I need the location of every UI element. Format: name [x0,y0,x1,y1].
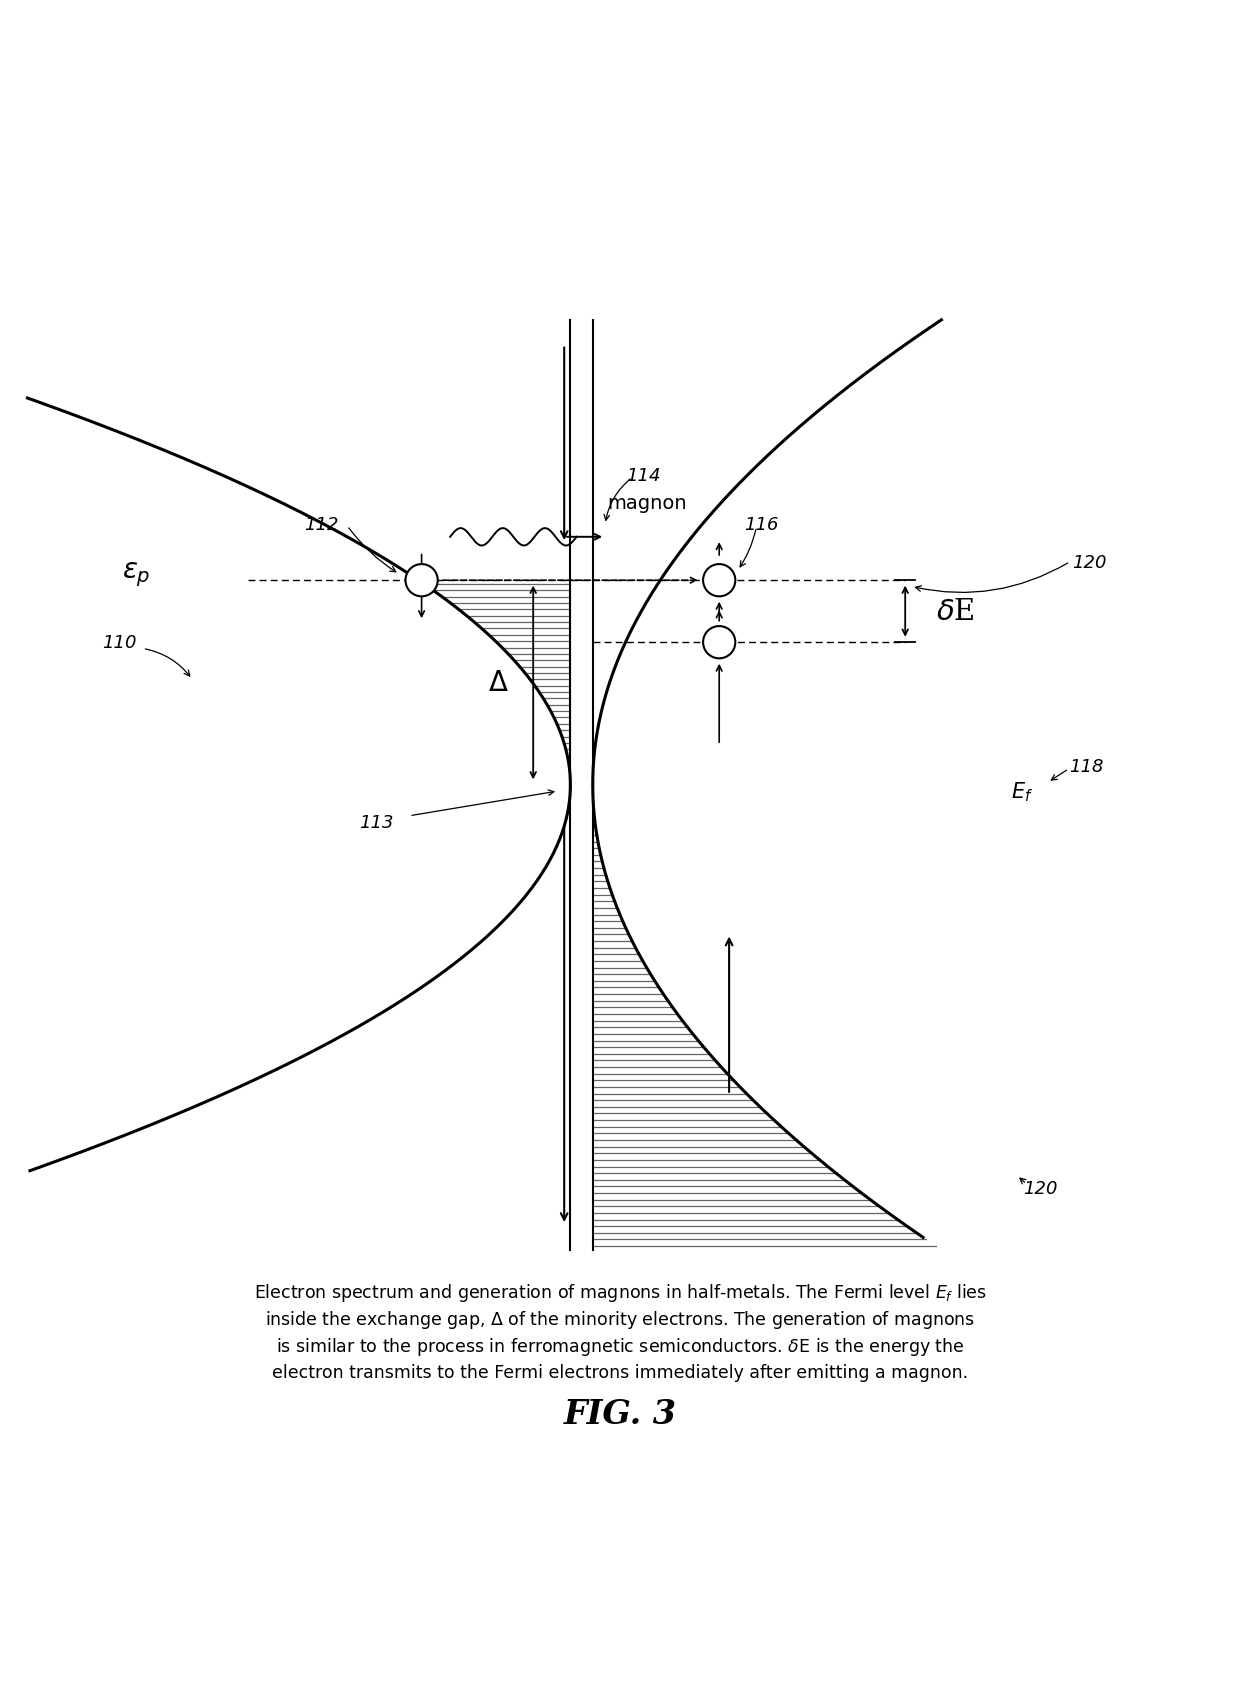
Text: 118: 118 [1069,758,1104,775]
Text: 112: 112 [304,516,339,534]
Text: is similar to the process in ferromagnetic semiconductors. $\delta$E is the ener: is similar to the process in ferromagnet… [275,1335,965,1357]
Text: 110: 110 [102,633,136,652]
Text: 114: 114 [626,466,661,485]
Text: Electron spectrum and generation of magnons in half-metals. The Fermi level $E_f: Electron spectrum and generation of magn… [253,1280,987,1302]
Text: $\delta$E: $\delta$E [936,597,975,626]
Text: inside the exchange gap, $\Delta$ of the minority electrons. The generation of m: inside the exchange gap, $\Delta$ of the… [265,1308,975,1330]
Text: 120: 120 [1023,1180,1058,1197]
Circle shape [703,565,735,597]
Text: magnon: magnon [608,493,687,514]
Circle shape [703,626,735,659]
Text: $\varepsilon_p$: $\varepsilon_p$ [123,560,150,589]
Text: 116: 116 [744,516,779,534]
Text: 120: 120 [1073,553,1107,572]
Text: electron transmits to the Fermi electrons immediately after emitting a magnon.: electron transmits to the Fermi electron… [272,1362,968,1381]
Text: FIG. 3: FIG. 3 [563,1396,677,1430]
Text: 113: 113 [360,814,394,831]
Text: $\Delta$: $\Delta$ [487,669,508,696]
Text: $E_f$: $E_f$ [1011,780,1033,804]
Circle shape [405,565,438,597]
